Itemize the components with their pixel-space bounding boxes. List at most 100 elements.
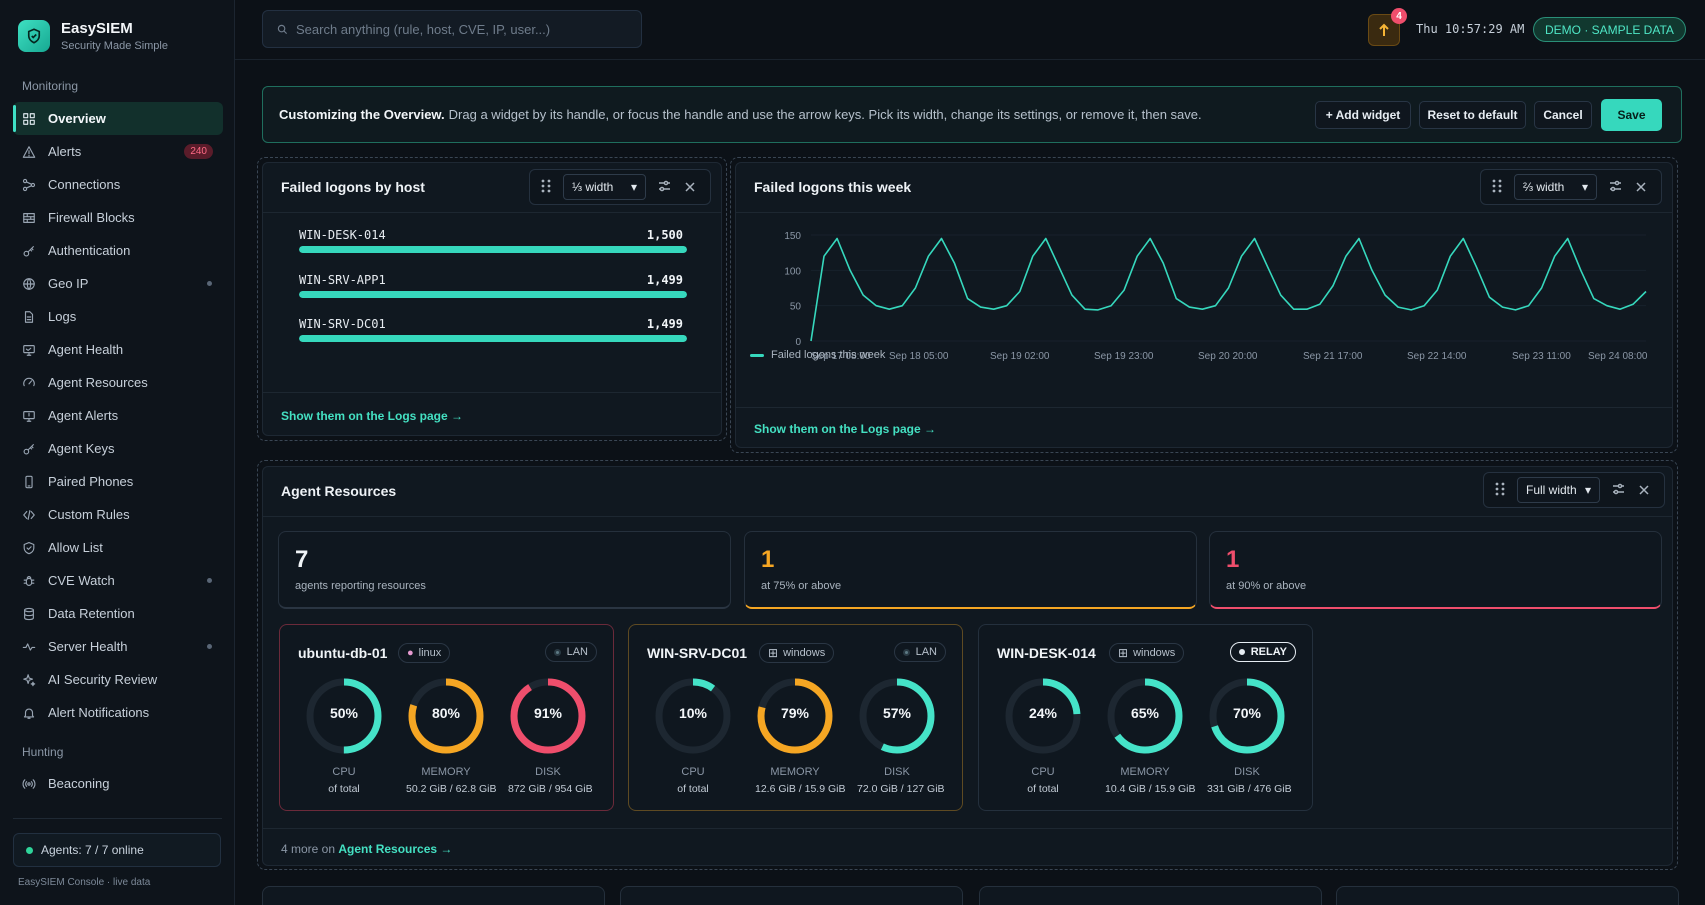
notification-count-badge: 4: [1391, 8, 1407, 24]
gauge-detail: 12.6 GiB / 15.9 GiB: [755, 783, 846, 795]
gauge-icon: [23, 377, 35, 386]
series-line: [810, 237, 1647, 342]
sidebar-item-authentication[interactable]: Authentication: [13, 234, 223, 267]
alerts-count-badge: 240: [184, 144, 213, 159]
sidebar-item-agent-health[interactable]: Agent Health: [13, 333, 223, 366]
gauge-cpu: 24% CPU of total: [1003, 676, 1083, 795]
x-tick-label: Sep 20 20:00: [1198, 351, 1258, 362]
logs-page-link[interactable]: Show them on the Logs page →: [281, 409, 464, 423]
logs-page-link[interactable]: Show them on the Logs page →: [754, 422, 937, 436]
widget-card-partial: [979, 886, 1322, 905]
database-icon: [24, 607, 34, 620]
legend-label: Failed logons this week: [771, 349, 886, 361]
widget-slot-resources: [257, 460, 1678, 870]
sidebar-item-agent-resources[interactable]: Agent Resources: [13, 366, 223, 399]
sidebar-item-server-health[interactable]: Server Health: [13, 630, 223, 663]
agent-resources-link[interactable]: Agent Resources →: [338, 842, 453, 856]
agent-card[interactable]: ubuntu-db-01 ● linux LAN 50% CPU of total 80% ME…: [279, 624, 614, 811]
gauge-memory: 65% MEMORY 10.4 GiB / 15.9 GiB: [1105, 676, 1195, 795]
bug-icon: [23, 575, 35, 586]
sparkle-icon: [23, 673, 36, 686]
notifications-button[interactable]: [1368, 14, 1400, 46]
gauge-cpu: 50% CPU of total: [304, 676, 384, 795]
network-dot-icon: [902, 648, 910, 656]
topbar-divider: [235, 59, 1705, 60]
search-input[interactable]: Search anything (rule, host, CVE, IP, us…: [262, 10, 642, 48]
drag-handle-icon[interactable]: [541, 179, 551, 196]
host-label: WIN-DESK-014: [299, 228, 386, 242]
width-select[interactable]: Full width ▾: [1517, 477, 1600, 503]
monitor-alert-icon: [23, 410, 35, 422]
sidebar-item-label: Alert Notifications: [48, 705, 150, 720]
drag-handle-icon[interactable]: [1495, 482, 1505, 499]
width-select-value: ⅓ width: [572, 180, 614, 194]
firewall-icon: [23, 212, 35, 223]
close-icon[interactable]: [685, 180, 695, 195]
monitor-icon: [23, 344, 35, 356]
sidebar-item-logs[interactable]: Logs: [13, 300, 223, 333]
gauge-detail: of total: [328, 783, 360, 795]
drag-handle-icon[interactable]: [1492, 179, 1502, 196]
settings-sliders-icon[interactable]: [1612, 483, 1625, 498]
chevron-down-icon: ▾: [630, 180, 637, 194]
sidebar-item-agent-keys[interactable]: Agent Keys: [13, 432, 223, 465]
width-select[interactable]: ⅔ width ▾: [1514, 174, 1597, 200]
network-badge: LAN: [893, 642, 946, 662]
sidebar-item-geo-ip[interactable]: Geo IP: [13, 267, 223, 300]
sidebar-item-label: Overview: [48, 111, 106, 126]
bell-icon: [23, 708, 35, 719]
agent-card[interactable]: WIN-SRV-DC01 ⊞ windows LAN 10% CPU of total 79%…: [628, 624, 963, 811]
host-bar-fill: [299, 290, 687, 298]
sidebar-item-paired-phones[interactable]: Paired Phones: [13, 465, 223, 498]
gauge-name: CPU: [332, 766, 356, 778]
settings-sliders-icon[interactable]: [658, 180, 671, 195]
section-monitoring: Monitoring: [22, 79, 79, 93]
host-bar: [299, 290, 687, 298]
gauge-name: CPU: [681, 766, 705, 778]
sidebar-item-label: Agent Resources: [48, 375, 148, 390]
gauge-percent: 80%: [431, 705, 461, 721]
sidebar-item-agent-alerts[interactable]: Agent Alerts: [13, 399, 223, 432]
agent-card[interactable]: WIN-DESK-014 ⊞ windows RELAY 24% CPU of total 6…: [978, 624, 1313, 811]
cancel-button[interactable]: Cancel: [1534, 101, 1592, 129]
save-button[interactable]: Save: [1601, 99, 1662, 131]
close-icon[interactable]: [1639, 483, 1649, 498]
host-label: WIN-SRV-DC01: [299, 317, 386, 331]
brand[interactable]: EasySIEM Security Made Simple: [18, 20, 168, 52]
sidebar-item-beaconing[interactable]: Beaconing: [13, 767, 223, 800]
host-bar: [299, 246, 687, 253]
sidebar-item-ai-security-review[interactable]: AI Security Review: [13, 663, 223, 696]
sidebar-item-data-retention[interactable]: Data Retention: [13, 597, 223, 630]
sidebar-item-label: Agent Health: [48, 342, 124, 357]
sidebar-item-label: AI Security Review: [48, 672, 158, 687]
globe-icon: [23, 277, 35, 290]
y-tick-label: 0: [795, 337, 801, 348]
sidebar-item-allow-list[interactable]: Allow List: [13, 531, 223, 564]
agents-status[interactable]: Agents: 7 / 7 online: [13, 833, 221, 867]
sidebar-item-connections[interactable]: Connections: [13, 168, 223, 201]
settings-sliders-icon[interactable]: [1609, 180, 1622, 195]
width-select[interactable]: ⅓ width ▾: [563, 174, 646, 200]
sidebar-item-label: Paired Phones: [48, 474, 134, 489]
add-widget-button[interactable]: + Add widget: [1315, 101, 1411, 129]
widget-divider: [263, 212, 721, 213]
reset-default-button[interactable]: Reset to default: [1419, 101, 1526, 129]
agents-status-text: Agents: 7 / 7 online: [41, 843, 144, 857]
host-value: 1,500: [646, 228, 683, 242]
widget-failed-logons-by-host: Failed logons by host ⅓ width ▾ WIN-DESK-…: [262, 162, 722, 436]
sidebar-item-overview[interactable]: Overview: [13, 102, 223, 135]
network-badge: RELAY: [1229, 642, 1296, 662]
sidebar-item-cve-watch[interactable]: CVE Watch: [13, 564, 223, 597]
gauge-memory: 79% MEMORY 12.6 GiB / 15.9 GiB: [755, 676, 846, 795]
widget-card-partial: [262, 886, 605, 905]
connections-icon: [22, 178, 36, 191]
sidebar-item-custom-rules[interactable]: Custom Rules: [13, 498, 223, 531]
sidebar-item-firewall-blocks[interactable]: Firewall Blocks: [13, 201, 223, 234]
sidebar-item-alerts[interactable]: Alerts 240: [13, 135, 223, 168]
close-icon[interactable]: [1636, 180, 1646, 195]
demo-badge[interactable]: DEMO · SAMPLE DATA: [1533, 17, 1686, 42]
host-bar: [299, 335, 687, 342]
section-hunting: Hunting: [22, 745, 64, 759]
nav-hunting: Beaconing: [13, 767, 223, 800]
sidebar-item-alert-notifications[interactable]: Alert Notifications: [13, 696, 223, 729]
